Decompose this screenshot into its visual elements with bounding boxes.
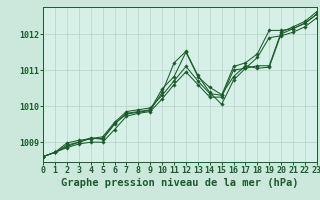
X-axis label: Graphe pression niveau de la mer (hPa): Graphe pression niveau de la mer (hPa)	[61, 178, 299, 188]
